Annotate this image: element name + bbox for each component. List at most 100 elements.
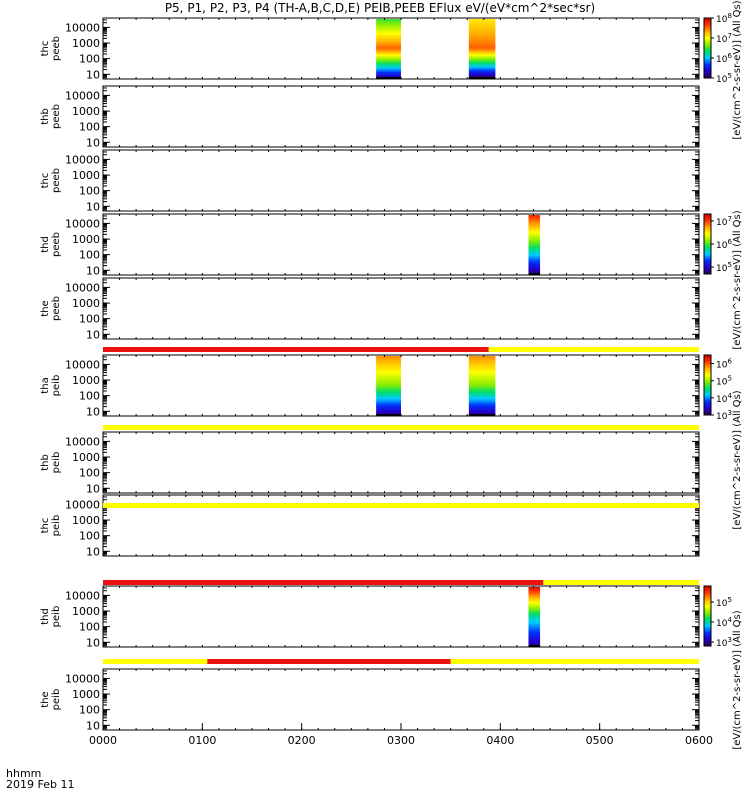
spectrogram-cell (468, 377, 496, 381)
spectrogram-cell (468, 399, 496, 402)
status-bar (103, 659, 699, 664)
status-bar-segment (450, 659, 699, 664)
spectrogram-cell (376, 38, 401, 42)
spectrogram-cell (376, 70, 401, 73)
spectrogram-cell (376, 34, 401, 38)
panel-frame (102, 213, 700, 276)
colorbar-tick-exp: 6 (727, 238, 732, 246)
panel-frame (102, 277, 700, 340)
status-bar-group (103, 347, 699, 664)
spectrogram-cell (528, 642, 541, 645)
spectrogram-cell (468, 70, 496, 73)
panel-label-instrument: peib (51, 375, 62, 397)
spectrogram-cell (468, 26, 496, 30)
time-axis: 0000 0100 0200 0300 0400 0500 0600 (89, 18, 713, 747)
spectrogram-cell (528, 222, 541, 226)
y-tick-label: 10 (86, 328, 100, 341)
panel-label: thcpeeb (40, 168, 62, 193)
spectrogram-cell (468, 52, 496, 55)
spectrogram-cell (468, 385, 496, 389)
y-tick-label: 1000 (72, 514, 100, 527)
spectrogram-cell (528, 618, 541, 622)
colorbar-tick-exp: 5 (727, 375, 731, 383)
spectrogram-cell (376, 50, 401, 54)
panel-label-instrument: peeb (51, 104, 62, 129)
spectrogram-cell (528, 224, 541, 228)
spectrogram-cell (468, 395, 496, 398)
spectrogram-cell (468, 363, 496, 367)
colorbar-title: [eV/(cm^2-s-sr-eV)] (All Qs) (732, 0, 743, 139)
spectrogram-cell (468, 397, 496, 400)
colorbar: 105 106 107 (703, 213, 732, 275)
colorbar-tick-label: 104 (716, 392, 732, 405)
y-tick-label: 100 (79, 185, 100, 198)
spectrogram-cell (468, 32, 496, 36)
spectrogram-cell (528, 614, 541, 618)
panel-frame (102, 668, 700, 731)
spectrogram-cell (376, 359, 401, 363)
spectrogram-cell (528, 258, 541, 261)
spectrogram-cell (528, 594, 541, 598)
spectrogram-cell (376, 19, 401, 22)
spectrogram-cell (468, 36, 496, 40)
spectrogram-cell (468, 28, 496, 32)
status-bar (103, 580, 699, 585)
spectrogram-cell (468, 375, 496, 379)
panel-frame (102, 85, 700, 148)
spectrogram-cell (468, 359, 496, 363)
colorbar-scale (703, 585, 712, 647)
panel-frame (102, 585, 700, 648)
spectrogram-cell (376, 24, 401, 28)
colorbar-scale (703, 213, 712, 275)
y-tick-label: 10 (86, 719, 100, 732)
colorbar-tick-label: 108 (716, 12, 732, 25)
spectrogram-cell (528, 242, 541, 246)
panel-label: thapeib (40, 375, 62, 397)
spectrogram-cell (468, 369, 496, 373)
spectrogram-cell (468, 40, 496, 44)
spectrogram-cell (376, 56, 401, 59)
y-tick-label: 10 (86, 136, 100, 149)
spectrogram-burst (468, 356, 496, 416)
spectrogram-cell (528, 620, 541, 623)
spectrogram-cell (528, 624, 541, 627)
y-tick-label: 10 (86, 545, 100, 558)
spectrogram-cell (528, 226, 541, 230)
spectrogram-cell (376, 42, 401, 46)
spectrogram-cell (376, 64, 401, 67)
y-tick-label: 1000 (72, 233, 100, 246)
colorbar-tick-exp: 5 (727, 596, 731, 604)
panel-label-probe: tha (40, 377, 51, 393)
spectrogram-cell (376, 367, 401, 371)
panel-label-instrument: peeb (51, 232, 62, 257)
burst-baseline (528, 273, 541, 275)
burst-baseline (376, 77, 401, 79)
spectrogram-cell (376, 52, 401, 55)
spectrogram-cell (528, 240, 541, 244)
y-tick-label: 1000 (72, 451, 100, 464)
spectrogram-cell (468, 24, 496, 28)
spectrogram-cell (528, 234, 541, 238)
spectrogram-cell (376, 40, 401, 44)
panel-label-instrument: peeb (51, 168, 62, 193)
spectrogram-cell (376, 68, 401, 71)
spectrogram-cell (468, 20, 496, 24)
panel-label-probe: the (40, 691, 51, 707)
x-tick-label: 0200 (288, 734, 316, 747)
y-tick-label: 10000 (65, 672, 100, 685)
spectrogram-cell (528, 602, 541, 606)
colorbar-tick-label: 103 (716, 409, 732, 422)
colorbar-tick-label: 104 (716, 616, 732, 629)
spectrogram-cell (468, 365, 496, 369)
spectrogram-cell (376, 407, 401, 410)
panel-label-instrument: peib (51, 689, 62, 711)
y-tick-label: 10 (86, 405, 100, 418)
panel-label-probe: thc (40, 41, 51, 57)
y-tick-label: 10000 (65, 281, 100, 294)
colorbar-tick-label: 103 (716, 636, 732, 649)
spectrogram-cell (468, 367, 496, 371)
spectrogram-cell (528, 256, 541, 259)
y-tick-label: 1000 (72, 374, 100, 387)
panel-label-probe: thd (40, 236, 51, 253)
